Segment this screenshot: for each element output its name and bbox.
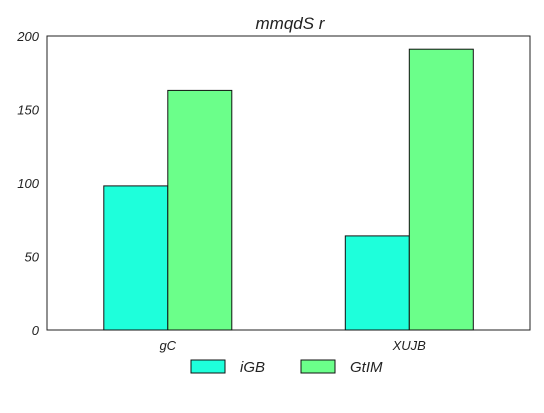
bar-GtIM-XUJB xyxy=(408,48,474,331)
legend-swatch-GtIM xyxy=(300,359,336,374)
legend: iGB GtIM xyxy=(190,359,383,376)
y-tick-label: 100 xyxy=(17,176,39,191)
bar-iGB-XUJB xyxy=(344,235,410,331)
y-tick-label: 200 xyxy=(16,29,39,44)
legend-swatch-iGB xyxy=(190,359,226,374)
plot-area: 0 50 100 150 200 gC XUJB xyxy=(16,29,531,353)
y-tick-label: 150 xyxy=(17,103,39,118)
legend-label: GtIM xyxy=(350,359,383,376)
bar-iGB-gC xyxy=(103,185,169,331)
bar-GtIM-gC xyxy=(167,89,233,331)
chart-title: mmqdS r xyxy=(256,14,326,33)
legend-label: iGB xyxy=(240,359,265,376)
x-tick-label: XUJB xyxy=(392,338,427,353)
y-tick-label: 0 xyxy=(32,323,40,338)
y-tick-label: 50 xyxy=(25,250,40,265)
x-tick-label: gC xyxy=(159,338,176,353)
